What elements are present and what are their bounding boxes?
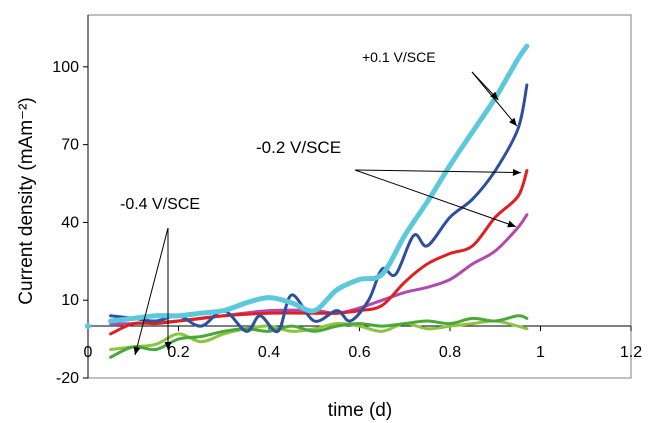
- annotation-arrow: [164, 228, 172, 350]
- origin-point: [85, 323, 91, 330]
- annotation-arrow: [354, 168, 521, 176]
- annotation-arrow: [354, 169, 517, 228]
- x-tick-label: 1.2: [620, 344, 642, 361]
- x-tick-label: 0.4: [258, 344, 280, 361]
- series-layer: [108, 43, 530, 359]
- annotation-arrow: [471, 71, 518, 127]
- series-line-0-4-v-sce-b: [109, 314, 529, 359]
- x-tick-label: 0.6: [348, 344, 370, 361]
- y-tick-label: 40: [61, 214, 79, 231]
- series-line-0-1-v-sce-b: [109, 83, 529, 334]
- series-line-0-2-v-sce-a: [109, 169, 529, 336]
- series-line-0-1-v-sce-a: [108, 43, 530, 324]
- y-axis-title: Current density (mAm⁻²): [16, 97, 37, 304]
- annotation-arrow: [133, 227, 169, 356]
- y-tick-label: 10: [61, 292, 79, 309]
- series-line-0-4-v-sce-a: [109, 319, 529, 351]
- x-axis-title: time (d): [328, 400, 392, 421]
- y-tick-label: 70: [61, 137, 79, 154]
- origin-point-layer: [85, 323, 91, 330]
- axis-ticks: 0 0.2 0.4 0.6 0.8 1 1.2 -20 10 40 70 100: [52, 59, 642, 387]
- x-tick-label: 1: [536, 344, 545, 361]
- annotation-plus-0.1: +0.1 V/SCE: [362, 49, 436, 65]
- annotation-minus-0.4: -0.4 V/SCE: [120, 196, 200, 213]
- y-tick-label: 100: [52, 59, 79, 76]
- x-tick-label: 0: [84, 344, 93, 361]
- annotation-arrows: [133, 71, 521, 356]
- x-tick-label: 0.2: [167, 344, 189, 361]
- y-tick-label: -20: [56, 370, 79, 387]
- annotation-minus-0.2: -0.2 V/SCE: [256, 138, 341, 157]
- x-tick-label: 0.8: [439, 344, 461, 361]
